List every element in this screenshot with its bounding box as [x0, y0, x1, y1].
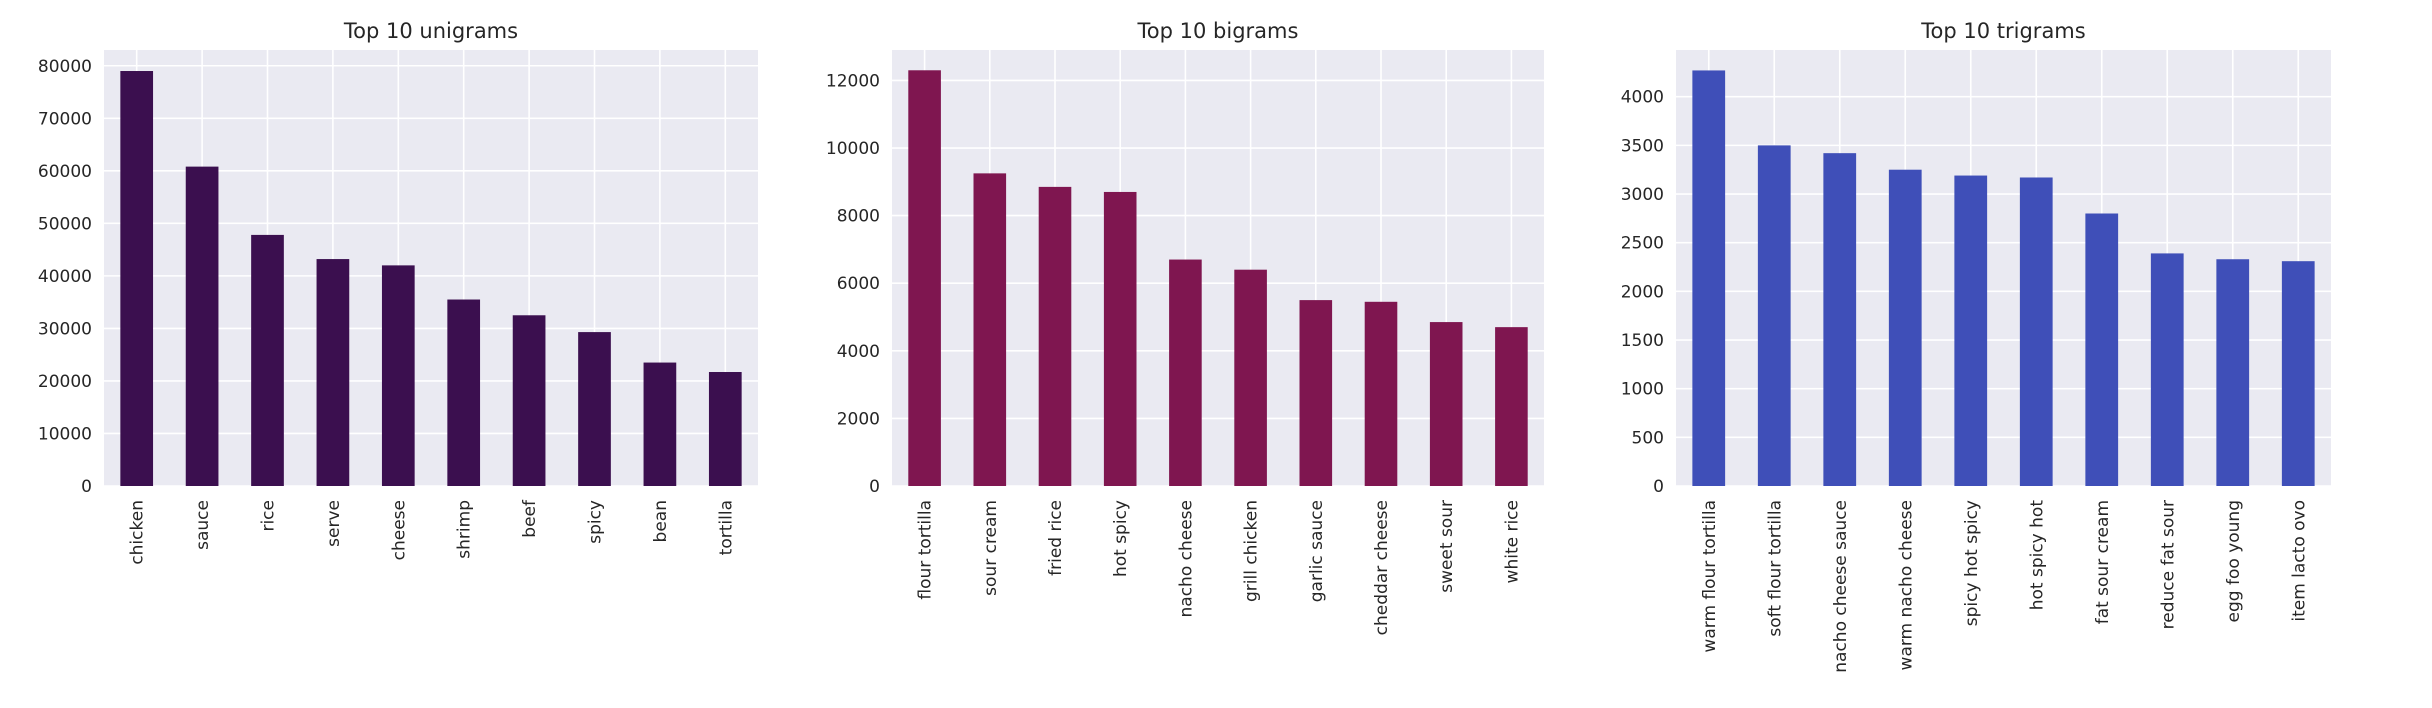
y-tick-label: 4000 [1621, 88, 1664, 108]
y-tick-label: 40000 [38, 267, 92, 287]
bigram-bar-5 [1169, 259, 1202, 486]
trigram-bar-9 [2216, 259, 2250, 486]
trigram-bar-1 [1692, 70, 1726, 486]
unigram-bar-4 [316, 259, 350, 486]
x-tick-label: fried rice [1046, 500, 1066, 576]
x-tick-label: cheese [389, 500, 409, 560]
x-tick-label: chicken [128, 500, 148, 565]
y-tick-label: 10000 [826, 139, 880, 159]
x-tick-label: grill chicken [1242, 500, 1262, 602]
y-tick-label: 3000 [1621, 185, 1664, 205]
x-tick-label: shrimp [455, 500, 475, 559]
x-tick-label: nacho cheese sauce [1831, 500, 1851, 673]
x-tick-label: sweet sour [1437, 500, 1457, 593]
unigram-bar-5 [381, 265, 415, 486]
y-tick-label: 2000 [1621, 282, 1664, 302]
trigram-bar-3 [1823, 153, 1857, 487]
x-tick-label: fat sour cream [2093, 500, 2113, 624]
x-tick-label: spicy [586, 500, 606, 544]
chart-title: Top 10 bigrams [1137, 19, 1299, 43]
y-tick-label: 1000 [1621, 380, 1664, 400]
bigram-bar-6 [1234, 269, 1267, 486]
y-tick-label: 1500 [1621, 331, 1664, 351]
chart-title: Top 10 trigrams [1920, 19, 2085, 43]
x-tick-label: warm flour tortilla [1700, 500, 1720, 653]
y-tick-label: 30000 [38, 319, 92, 339]
x-tick-label: item lacto ovo [2289, 500, 2309, 622]
y-tick-label: 20000 [38, 372, 92, 392]
unigram-bar-9 [643, 362, 677, 486]
trigrams-chart: 0 500 1000 1500 2000 2500 3000 3500 4000 warm flo… [1621, 19, 2331, 673]
x-tick-label: beef [520, 499, 540, 538]
y-tick-label: 2500 [1621, 234, 1664, 254]
x-tick-label: soft flour tortilla [1765, 500, 1785, 637]
unigram-bar-6 [447, 299, 481, 486]
trigram-bar-2 [1757, 145, 1791, 486]
x-tick-label: warm nacho cheese [1896, 500, 1916, 670]
unigram-bar-7 [512, 315, 546, 486]
y-tick-label: 2000 [837, 409, 880, 429]
y-tick-label: 60000 [38, 162, 92, 182]
trigram-bar-6 [2019, 177, 2053, 486]
trigram-bar-8 [2150, 253, 2184, 486]
bigram-bar-3 [1038, 186, 1072, 486]
x-tick-label: egg foo young [2224, 500, 2244, 622]
x-tick-label: reduce fat sour [2158, 500, 2178, 629]
y-tick-label: 0 [1653, 477, 1664, 497]
bigram-bar-8 [1364, 301, 1398, 486]
trigram-bar-5 [1954, 175, 1988, 486]
x-tick-label: serve [324, 500, 344, 547]
y-tick-label: 4000 [837, 342, 880, 362]
x-tick-label: cheddar cheese [1372, 500, 1392, 635]
trigram-bar-10 [2281, 261, 2315, 486]
y-tick-label: 500 [1632, 428, 1664, 448]
bigram-bar-9 [1429, 322, 1463, 486]
y-tick-label: 8000 [837, 207, 880, 227]
x-tick-label: tortilla [716, 500, 736, 555]
bigram-bar-2 [973, 173, 1007, 487]
bigram-bar-4 [1103, 191, 1137, 486]
unigram-bar-10 [708, 372, 742, 486]
bigram-bar-10 [1495, 327, 1528, 486]
x-tick-label: bean [651, 500, 671, 542]
bigram-bar-7 [1299, 300, 1333, 486]
x-tick-label: flour tortilla [916, 500, 936, 600]
y-tick-label: 12000 [826, 71, 880, 91]
x-tick-label: rice [259, 500, 279, 532]
unigram-bar-3 [251, 234, 284, 486]
x-tick-label: nacho cheese [1176, 500, 1196, 617]
y-tick-label: 80000 [38, 57, 92, 77]
unigram-bar-2 [185, 166, 219, 486]
x-tick-label: white rice [1502, 500, 1522, 583]
x-tick-label: spicy hot spicy [1962, 500, 1982, 626]
unigram-bar-8 [578, 332, 611, 486]
x-tick-label: sour cream [981, 500, 1001, 596]
bigram-bar-1 [908, 70, 941, 487]
y-tick-label: 3500 [1621, 136, 1664, 156]
chart-title: Top 10 unigrams [343, 19, 518, 43]
y-tick-label: 70000 [38, 109, 92, 129]
y-tick-label: 0 [869, 477, 880, 497]
x-tick-label: hot spicy [1111, 500, 1131, 577]
unigram-bar-1 [120, 71, 154, 486]
x-tick-label: hot spicy hot [2027, 500, 2047, 611]
y-tick-label: 10000 [38, 424, 92, 444]
unigrams-chart: 0 10000 20000 30000 40000 50000 60000 70000 8000… [38, 19, 758, 565]
y-tick-label: 0 [81, 477, 92, 497]
bigrams-chart: 0 2000 4000 6000 8000 10000 12000 flour tortill… [826, 19, 1544, 635]
x-tick-label: sauce [193, 500, 213, 550]
trigram-bar-4 [1888, 169, 1922, 486]
trigram-bar-7 [2085, 213, 2119, 486]
y-tick-label: 50000 [38, 214, 92, 234]
x-tick-label: garlic sauce [1307, 500, 1327, 602]
y-tick-label: 6000 [837, 274, 880, 294]
